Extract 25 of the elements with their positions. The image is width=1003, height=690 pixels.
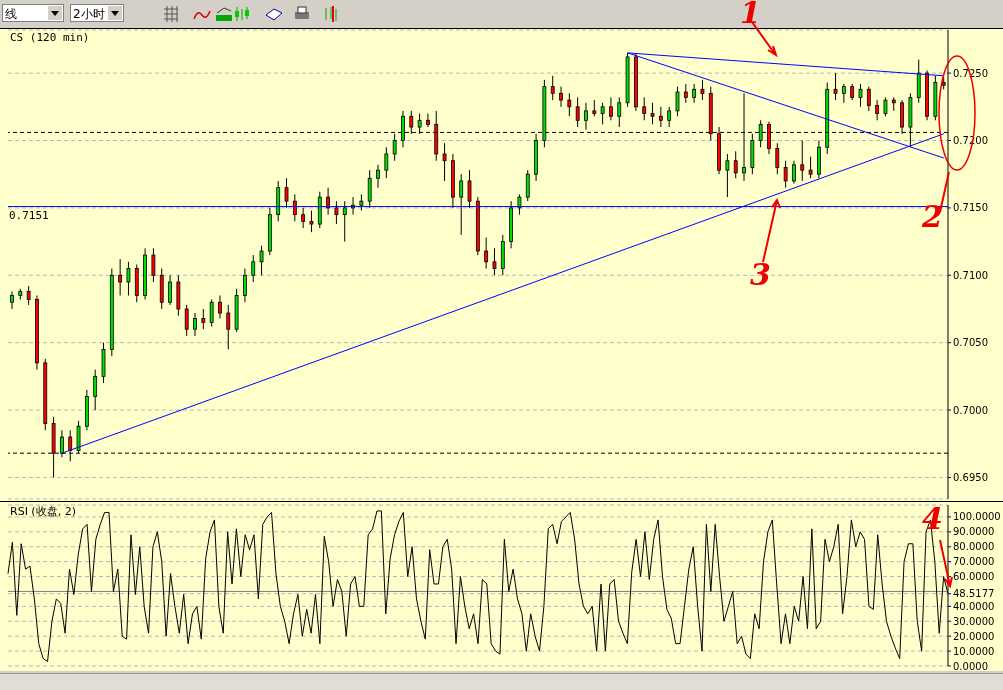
y-tick-label: 0.6950 — [953, 471, 988, 483]
y-tick-label: 0.7150 — [953, 202, 988, 214]
text: 线 — [2, 4, 64, 22]
y-tick-label: 60.0000 — [953, 571, 995, 583]
y-tick-label: 20.0000 — [953, 630, 995, 642]
y-tick-label: 0.7050 — [953, 337, 988, 349]
y-tick-label: 40.0000 — [953, 600, 995, 612]
y-tick-label: 48.5177 — [953, 588, 995, 600]
y-tick-label: 90.0000 — [953, 526, 995, 538]
y-tick-label: 80.0000 — [953, 541, 995, 553]
annotation: 3 — [750, 257, 771, 292]
chart-title: RSI (收盘, 2) — [10, 504, 76, 519]
chart-title: CS (120 min) — [10, 31, 90, 44]
annotation: 2 — [922, 199, 943, 234]
y-tick-label: 10.0000 — [953, 645, 995, 657]
y-tick-label: 0.0000 — [953, 660, 988, 672]
text: 2小时 — [70, 4, 124, 22]
y-tick-label: 100.0000 — [953, 511, 1001, 523]
text: 1 — [740, 0, 761, 30]
y-tick-label: 30.0000 — [953, 615, 995, 627]
y-tick-label: 70.0000 — [953, 556, 995, 568]
y-tick-label: 0.7000 — [953, 404, 988, 416]
y-tick-label: 0.7100 — [953, 269, 988, 281]
ref-line-label: 0.7151 — [9, 208, 49, 222]
annotation: 4 — [922, 501, 943, 536]
